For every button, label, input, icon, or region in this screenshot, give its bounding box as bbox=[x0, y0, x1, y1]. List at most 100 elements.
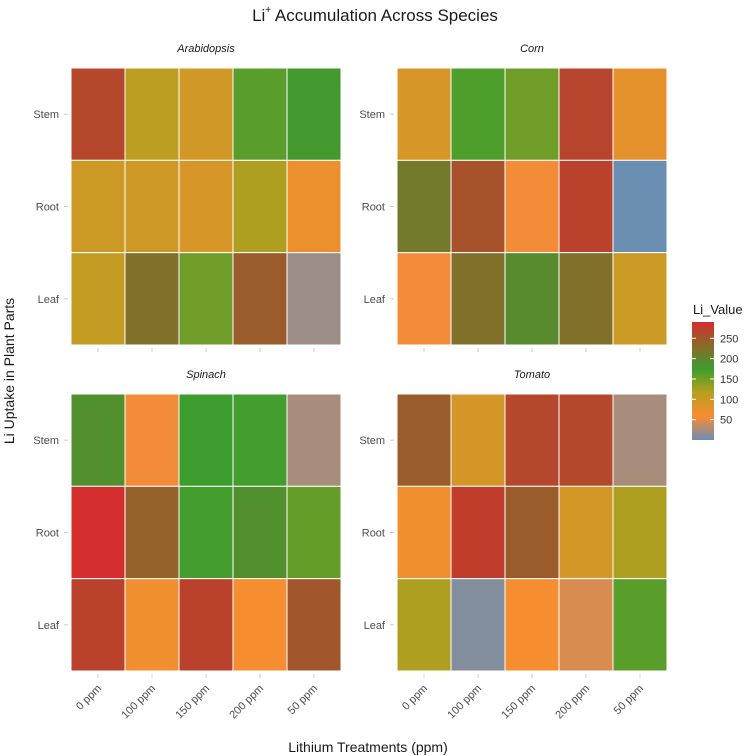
y-tick-label: Stem bbox=[359, 109, 385, 121]
y-tick-label: Stem bbox=[359, 435, 385, 447]
heatmap-cell-arabidopsis-root-150-ppm bbox=[178, 159, 234, 254]
y-tick-label: Root bbox=[362, 528, 385, 540]
heatmap-cell-spinach-leaf-150-ppm bbox=[178, 578, 234, 672]
heatmap-cell-spinach-stem-50-ppm bbox=[286, 393, 342, 487]
legend-tick-label: 250 bbox=[720, 333, 738, 345]
heatmap-cell-tomato-leaf-50-ppm bbox=[612, 578, 668, 672]
heatmap-cell-spinach-leaf-0-ppm bbox=[70, 578, 126, 672]
facet-tomato: Tomato Stem Root Leaf 0 ppm 100 ppm 150 ppm 200… bbox=[359, 369, 668, 722]
heatmap-cell-corn-stem-150-ppm bbox=[504, 67, 560, 161]
heatmap-cell-corn-leaf-150-ppm bbox=[504, 252, 560, 346]
heatmap-cell-corn-leaf-200-ppm bbox=[558, 252, 614, 346]
facet-spinach: Spinach Stem Root Leaf 0 ppm 100 ppm 150 ppm 20… bbox=[33, 369, 342, 722]
heatmap-cell-arabidopsis-stem-50-ppm bbox=[286, 67, 342, 161]
x-tick-label: 100 ppm bbox=[445, 683, 484, 722]
y-tick-label: Root bbox=[362, 202, 385, 214]
y-tick-label: Root bbox=[36, 202, 59, 214]
heatmap-cell-arabidopsis-root-50-ppm bbox=[286, 159, 342, 254]
facet-strip-label: Corn bbox=[520, 43, 544, 55]
x-tick-label: 50 ppm bbox=[286, 683, 320, 717]
heatmap-cell-arabidopsis-stem-150-ppm bbox=[178, 67, 234, 161]
heatmap-cell-corn-leaf-50-ppm bbox=[612, 252, 668, 346]
heatmap-cell-tomato-stem-0-ppm bbox=[396, 393, 452, 487]
legend-tick-label: 200 bbox=[720, 354, 738, 366]
heatmap-cell-corn-root-50-ppm bbox=[612, 159, 668, 254]
heatmap-cell-arabidopsis-root-0-ppm bbox=[70, 159, 126, 254]
x-tick-label: 200 ppm bbox=[553, 683, 592, 722]
x-tick-label: 200 ppm bbox=[227, 683, 266, 722]
heatmap-cell-corn-root-200-ppm bbox=[558, 159, 614, 254]
heatmap-cell-spinach-root-100-ppm bbox=[124, 485, 180, 580]
facet-panels: ArabidopsisStemRootLeafCornStemRootLeafS… bbox=[33, 43, 668, 722]
heatmap-cell-arabidopsis-stem-200-ppm bbox=[232, 67, 288, 161]
y-axis-title: Li Uptake in Plant Parts bbox=[1, 298, 17, 444]
x-tick-label: 0 ppm bbox=[400, 683, 430, 713]
heatmap-cell-spinach-stem-100-ppm bbox=[124, 393, 180, 487]
x-tick-label: 50 ppm bbox=[612, 683, 646, 717]
y-tick-label: Root bbox=[36, 528, 59, 540]
heatmap-cell-spinach-root-200-ppm bbox=[232, 485, 288, 580]
heatmap-cell-spinach-root-0-ppm bbox=[70, 485, 126, 580]
heatmap-cell-corn-stem-100-ppm bbox=[450, 67, 506, 161]
heatmap-cell-tomato-stem-200-ppm bbox=[558, 393, 614, 487]
heatmap-cell-arabidopsis-leaf-0-ppm bbox=[70, 252, 126, 346]
heatmap-cell-arabidopsis-stem-100-ppm bbox=[124, 67, 180, 161]
heatmap-cell-spinach-root-50-ppm bbox=[286, 485, 342, 580]
heatmap-cell-tomato-leaf-150-ppm bbox=[504, 578, 560, 672]
heatmap-cell-spinach-root-150-ppm bbox=[178, 485, 234, 580]
color-legend: Li_Value 50 100 150 200 250 bbox=[692, 302, 743, 440]
chart-title: Li+ Accumulation Across Species bbox=[252, 5, 498, 25]
legend-color-bar bbox=[692, 322, 714, 440]
heatmap-cell-spinach-stem-200-ppm bbox=[232, 393, 288, 487]
facet-arabidopsis: Arabidopsis Stem Root Leaf bbox=[33, 43, 342, 352]
x-axis-title: Lithium Treatments (ppm) bbox=[288, 739, 448, 755]
y-tick-label: Leaf bbox=[364, 620, 386, 632]
heatmap-cell-tomato-stem-150-ppm bbox=[504, 393, 560, 487]
heatmap-cell-spinach-stem-150-ppm bbox=[178, 393, 234, 487]
x-tick-label: 150 ppm bbox=[499, 683, 538, 722]
heatmap-cell-tomato-root-100-ppm bbox=[450, 485, 506, 580]
heatmap-cell-arabidopsis-root-100-ppm bbox=[124, 159, 180, 254]
y-tick-label: Stem bbox=[33, 435, 59, 447]
heatmap-cell-corn-stem-200-ppm bbox=[558, 67, 614, 161]
heatmap-cell-corn-root-0-ppm bbox=[396, 159, 452, 254]
y-tick-label: Leaf bbox=[38, 620, 60, 632]
y-tick-label: Leaf bbox=[38, 294, 60, 306]
heatmap-cell-tomato-root-200-ppm bbox=[558, 485, 614, 580]
heatmap-cell-corn-root-150-ppm bbox=[504, 159, 560, 254]
legend-title: Li_Value bbox=[693, 302, 743, 317]
heatmap-cell-spinach-leaf-200-ppm bbox=[232, 578, 288, 672]
heatmap-cell-arabidopsis-root-200-ppm bbox=[232, 159, 288, 254]
heatmap-cell-corn-stem-0-ppm bbox=[396, 67, 452, 161]
legend-tick-label: 150 bbox=[720, 374, 738, 386]
heatmap-cell-tomato-leaf-100-ppm bbox=[450, 578, 506, 672]
facet-strip-label: Tomato bbox=[514, 369, 550, 381]
heatmap-cell-tomato-stem-100-ppm bbox=[450, 393, 506, 487]
heatmap-cell-arabidopsis-leaf-100-ppm bbox=[124, 252, 180, 346]
legend-tick-label: 50 bbox=[720, 415, 732, 427]
heatmap-cell-spinach-leaf-100-ppm bbox=[124, 578, 180, 672]
heatmap-cell-arabidopsis-stem-0-ppm bbox=[70, 67, 126, 161]
heatmap-cell-tomato-leaf-200-ppm bbox=[558, 578, 614, 672]
heatmap-cell-arabidopsis-leaf-50-ppm bbox=[286, 252, 342, 346]
heatmap-cell-corn-leaf-100-ppm bbox=[450, 252, 506, 346]
facet-strip-label: Arabidopsis bbox=[176, 43, 235, 55]
y-tick-label: Leaf bbox=[364, 294, 386, 306]
heatmap-cell-corn-leaf-0-ppm bbox=[396, 252, 452, 346]
y-tick-label: Stem bbox=[33, 109, 59, 121]
legend-tick-label: 100 bbox=[720, 394, 738, 406]
x-tick-label: 0 ppm bbox=[74, 683, 104, 713]
x-tick-label: 100 ppm bbox=[119, 683, 158, 722]
facet-strip-label: Spinach bbox=[186, 369, 226, 381]
heatmap-cell-spinach-stem-0-ppm bbox=[70, 393, 126, 487]
heatmap-cell-tomato-root-0-ppm bbox=[396, 485, 452, 580]
heatmap-cell-arabidopsis-leaf-200-ppm bbox=[232, 252, 288, 346]
heatmap-cell-arabidopsis-leaf-150-ppm bbox=[178, 252, 234, 346]
x-tick-label: 150 ppm bbox=[173, 683, 212, 722]
heatmap-cell-tomato-leaf-0-ppm bbox=[396, 578, 452, 672]
heatmap-cell-tomato-root-50-ppm bbox=[612, 485, 668, 580]
heatmap-cell-corn-root-100-ppm bbox=[450, 159, 506, 254]
heatmap-cell-tomato-stem-50-ppm bbox=[612, 393, 668, 487]
heatmap-cell-corn-stem-50-ppm bbox=[612, 67, 668, 161]
